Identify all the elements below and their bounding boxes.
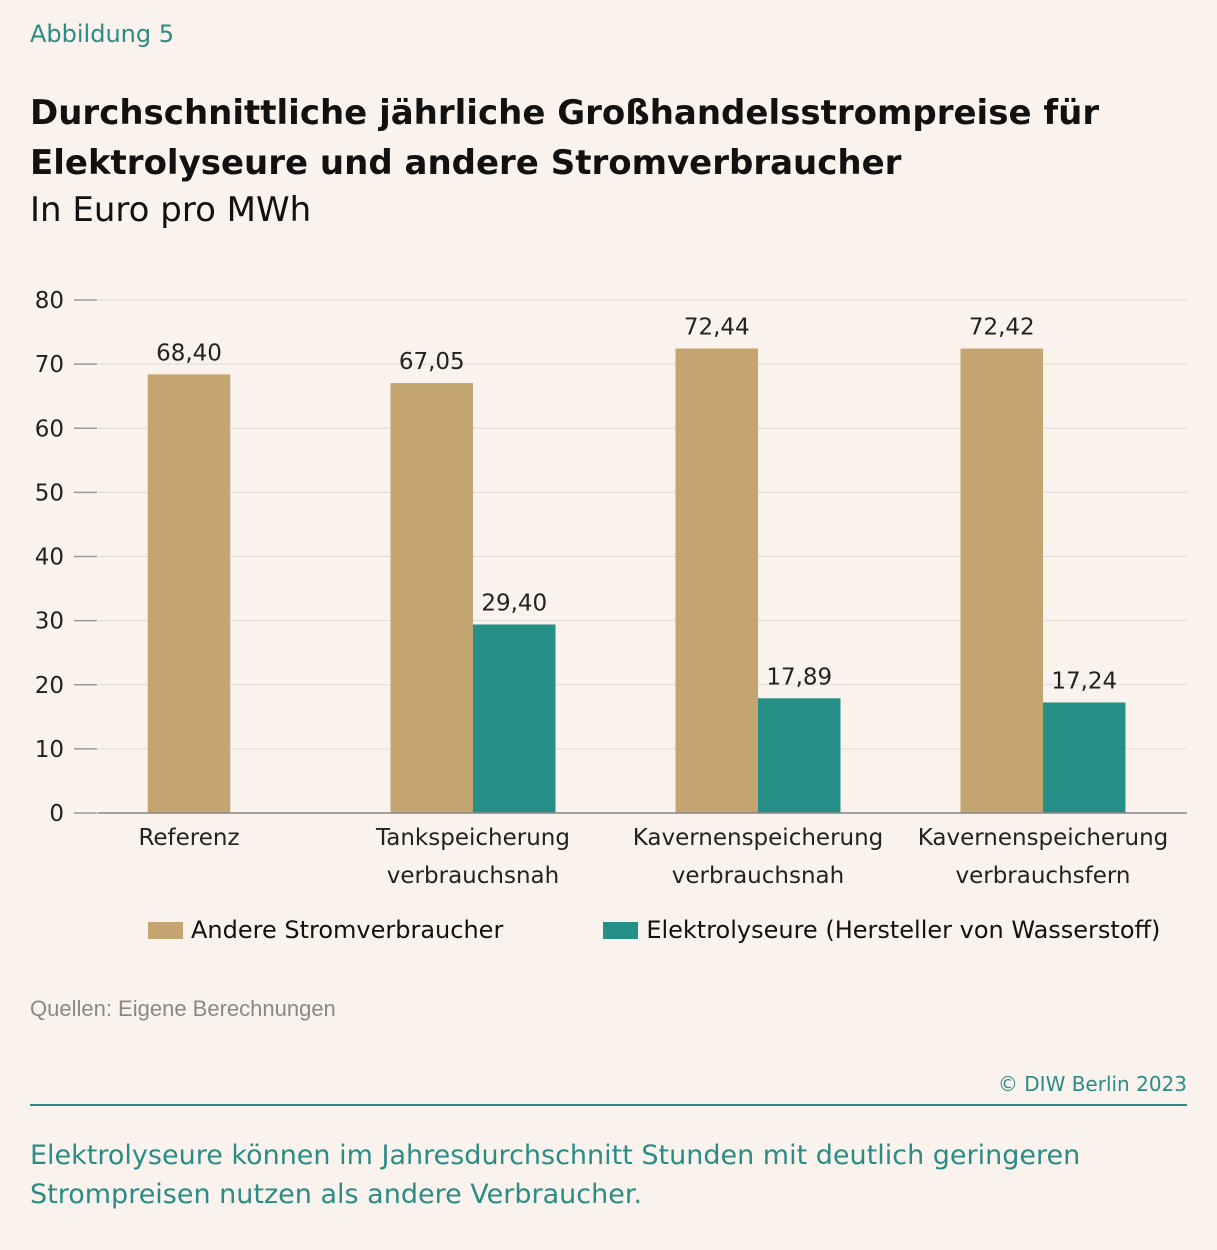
x-tick-label: verbrauchsfern [955,863,1130,889]
data-label: 17,24 [1051,668,1117,694]
bar-elektrolyseure [758,698,841,813]
y-tick-label: 10 [35,737,64,763]
y-tick-label: 40 [35,545,64,571]
data-label: 29,40 [481,590,547,616]
chart-title: Durchschnittliche jährliche Großhandelss… [30,93,1100,183]
data-label: 72,42 [969,315,1035,341]
legend-label: Andere Stromverbraucher [191,916,504,944]
y-tick-label: 80 [35,288,64,314]
bar-elektrolyseure [1043,702,1126,813]
x-tick-label: Kavernenspeicherung [918,825,1169,851]
x-tick-label: Referenz [138,825,239,851]
legend-label: Elektrolyseure (Hersteller von Wassersto… [646,916,1161,944]
chart-subtitle: In Euro pro MWh [30,190,312,230]
bar-chart: 0 10 20 30 40 50 60 70 80 68,40 Referenz 67,05 29,40… [35,288,1187,889]
bar-andere [675,348,758,813]
copyright: © DIW Berlin 2023 [997,1072,1187,1096]
bar-andere [960,348,1043,813]
bar-elektrolyseure [473,624,556,813]
y-tick-label: 70 [35,352,64,378]
source-note: Quellen: Eigene Berechnungen [30,996,336,1021]
legend-swatch [603,921,639,939]
y-tick-label: 50 [35,480,64,506]
y-tick-label: 60 [35,416,64,442]
x-tick-label: Kavernenspeicherung [633,825,884,851]
data-label: 17,89 [766,664,832,690]
data-label: 72,44 [684,314,750,340]
data-label: 67,05 [399,349,465,375]
figure-label: Abbildung 5 [30,20,175,48]
y-tick-label: 0 [49,801,64,827]
bar-andere [147,374,231,813]
y-tick-label: 20 [35,673,64,699]
data-label: 68,40 [156,340,222,366]
x-tick-label: verbrauchsnah [672,863,844,889]
legend: Andere Stromverbraucher Elektrolyseure (… [148,916,1160,944]
legend-item-andere: Andere Stromverbraucher [148,916,503,944]
x-tick-label: Tankspeicherung [375,825,570,851]
x-tick-label: verbrauchsnah [387,863,559,889]
y-tick-label: 30 [35,609,64,635]
divider [30,1104,1187,1106]
legend-item-elektrolyseure: Elektrolyseure (Hersteller von Wassersto… [603,916,1160,944]
summary-note: Elektrolyseure können im Jahresdurchschn… [30,1140,1081,1210]
bar-andere [390,383,473,813]
legend-swatch [148,921,183,939]
